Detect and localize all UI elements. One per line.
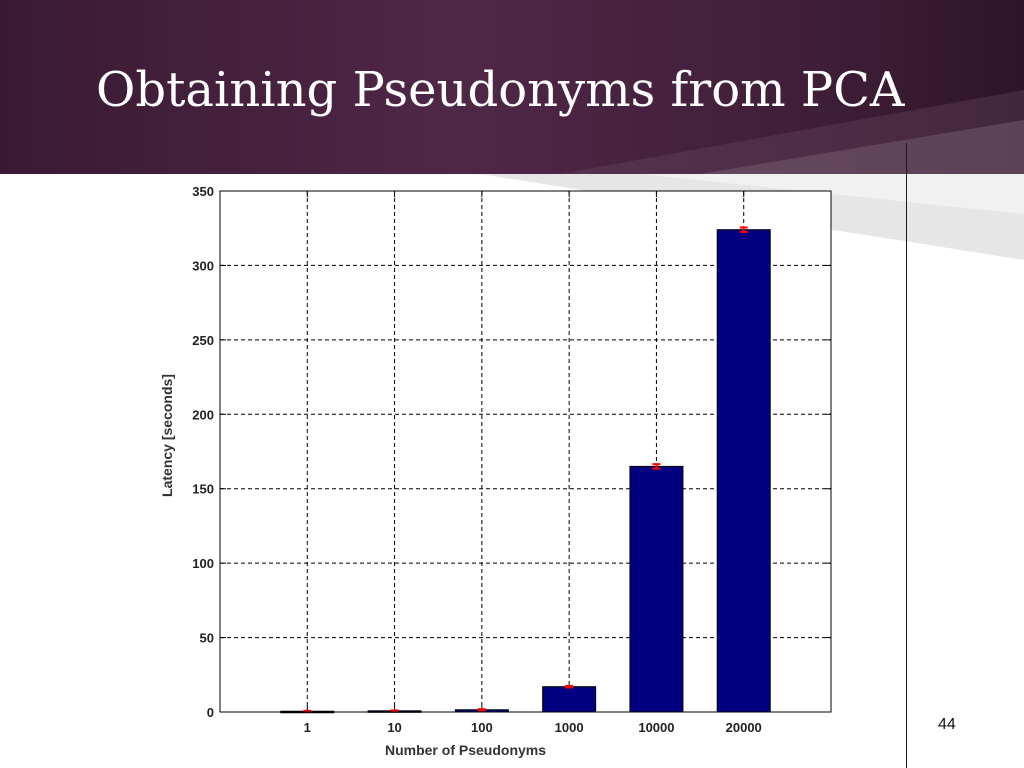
y-axis-label: Latency [seconds] <box>159 374 175 497</box>
x-tick-labels: 1 10 100 1000 10000 20000 <box>304 720 762 735</box>
bars <box>280 229 771 714</box>
page-number: 44 <box>938 716 956 733</box>
x-tick-label: 10 <box>387 720 401 735</box>
bar-1000 <box>542 686 597 713</box>
y-tick-label: 100 <box>192 556 214 571</box>
slide-header: Obtaining Pseudonyms from PCA <box>0 0 1024 174</box>
y-tick-label: 350 <box>192 184 214 199</box>
x-tick-label: 10000 <box>638 720 674 735</box>
y-tick-label: 0 <box>207 705 214 720</box>
x-tick-label: 20000 <box>726 720 762 735</box>
y-tick-label: 250 <box>192 333 214 348</box>
slide-title: Obtaining Pseudonyms from PCA <box>96 62 905 118</box>
header-swoosh-decoration <box>560 90 1024 174</box>
x-tick-label: 1 <box>304 720 311 735</box>
plot-frame <box>219 190 832 713</box>
y-tick-label: 200 <box>192 407 214 422</box>
x-axis-label: Number of Pseudonyms <box>385 742 546 758</box>
latency-bar-chart: 0 50 100 150 200 250 300 350 1 10 100 1000 10000 200… <box>159 184 832 758</box>
y-tick-label: 300 <box>192 258 214 273</box>
bar-20000 <box>716 229 771 713</box>
bar-10000 <box>629 465 684 713</box>
vertical-divider <box>906 143 907 768</box>
y-tick-labels: 0 50 100 150 200 250 300 350 <box>192 184 214 720</box>
x-tick-label: 1000 <box>555 720 584 735</box>
y-tick-label: 150 <box>192 482 214 497</box>
x-tick-label: 100 <box>471 720 493 735</box>
y-tick-label: 50 <box>200 631 214 646</box>
